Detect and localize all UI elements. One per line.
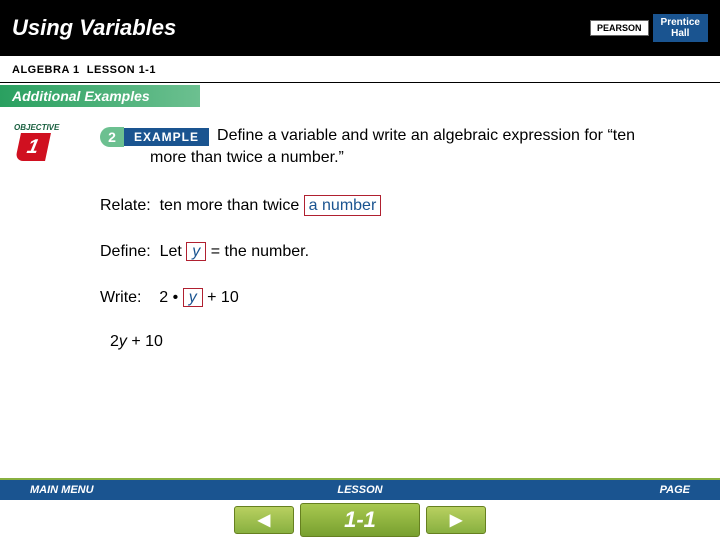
- objective-number: 1: [15, 133, 51, 161]
- course-label: ALGEBRA 1 LESSON 1-1: [12, 64, 156, 76]
- page-title: Using Variables: [12, 15, 176, 41]
- page-number: 1-1: [300, 503, 420, 537]
- define-let: Let: [160, 243, 182, 260]
- relate-label: Relate:: [100, 197, 151, 214]
- footer-bar: MAIN MENU LESSON PAGE: [0, 478, 720, 500]
- page-button[interactable]: PAGE: [470, 484, 720, 496]
- write-dot: •: [173, 289, 179, 306]
- page-nav: ◀ 1-1 ▶: [0, 500, 720, 540]
- write-after: + 10: [207, 289, 239, 306]
- example-label: EXAMPLE: [124, 128, 209, 146]
- content-area: OBJECTIVE 1 2 EXAMPLE Define a variable …: [0, 107, 720, 351]
- relate-boxed: a number: [304, 195, 382, 216]
- objective-label: OBJECTIVE: [14, 123, 59, 132]
- write-var: y: [183, 288, 203, 307]
- imprint-label: Prentice Hall: [653, 14, 708, 42]
- section-banner: Additional Examples: [0, 85, 200, 107]
- next-page-button[interactable]: ▶: [426, 506, 486, 534]
- relate-text: ten more than twice: [160, 197, 300, 214]
- answer-line: 2y + 10: [110, 333, 660, 351]
- define-var: y: [186, 242, 206, 261]
- footer: MAIN MENU LESSON PAGE ◀ 1-1 ▶: [0, 478, 720, 540]
- publisher-logo: PEARSON Prentice Hall: [590, 14, 708, 42]
- prev-page-button[interactable]: ◀: [234, 506, 294, 534]
- main-menu-button[interactable]: MAIN MENU: [0, 484, 250, 496]
- prompt-line1: Define a variable and write an algebraic…: [217, 127, 635, 145]
- write-label: Write:: [100, 289, 141, 306]
- prompt-line2: more than twice a number.”: [150, 147, 660, 169]
- header-bar: Using Variables PEARSON Prentice Hall: [0, 0, 720, 56]
- example-number: 2: [100, 127, 124, 147]
- relate-line: Relate: ten more than twice a number: [100, 197, 660, 215]
- define-label: Define:: [100, 243, 151, 260]
- sub-header: ALGEBRA 1 LESSON 1-1: [0, 56, 720, 83]
- define-after: = the number.: [211, 243, 309, 260]
- objective-badge: OBJECTIVE 1: [12, 123, 66, 165]
- write-coef: 2: [159, 289, 168, 306]
- pearson-label: PEARSON: [590, 20, 649, 36]
- write-line: Write: 2 • y + 10: [100, 289, 660, 307]
- example-badge: 2 EXAMPLE: [100, 127, 209, 147]
- define-line: Define: Let y = the number.: [100, 243, 660, 261]
- lesson-button[interactable]: LESSON: [250, 484, 470, 496]
